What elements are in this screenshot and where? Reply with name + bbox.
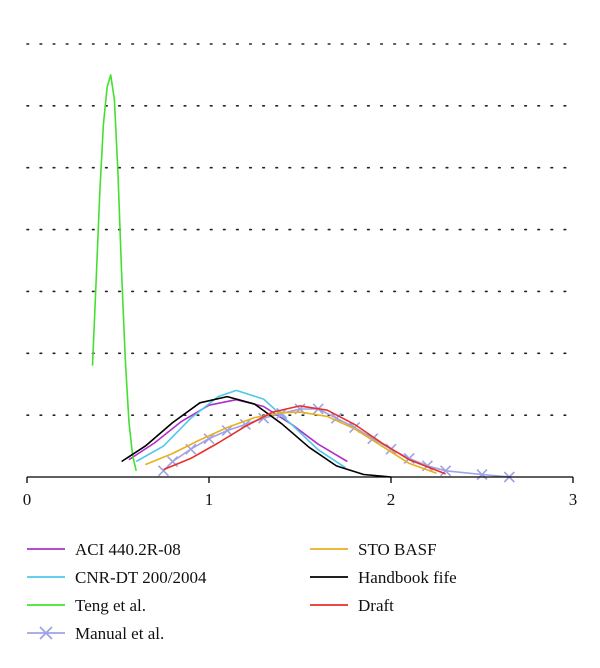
marker-manual-et-al xyxy=(440,465,452,477)
x-tick-label: 2 xyxy=(387,490,396,509)
legend-label-teng-et-al: Teng et al. xyxy=(75,596,146,615)
legend-label-draft: Draft xyxy=(358,596,394,615)
series-line-sto-basf xyxy=(144,411,437,475)
marker-manual-et-al xyxy=(221,425,233,437)
series-line-teng-et-al xyxy=(91,74,137,471)
legend: ACI 440.2R-08 CNR-DT 200/2004 Teng et al. M… xyxy=(27,540,457,643)
gridlines xyxy=(26,43,574,416)
x-axis: 0 1 2 3 xyxy=(23,476,578,509)
legend-label-cnr-dt-200-2004: CNR-DT 200/2004 xyxy=(75,568,207,587)
x-tick-label: 1 xyxy=(205,490,214,509)
marker-manual-et-al xyxy=(203,433,215,445)
series-lines xyxy=(91,74,515,483)
legend-label-manual-et-al: Manual et al. xyxy=(75,624,164,643)
series-line-cnr-dt-200-2004 xyxy=(135,389,346,469)
marker-manual-et-al xyxy=(476,468,488,481)
legend-marker-manual-et-al xyxy=(39,626,53,640)
x-tick-label: 3 xyxy=(569,490,578,509)
legend-label-handbook-fife: Handbook fife xyxy=(358,568,457,587)
series-line-handbook-fife xyxy=(121,395,392,478)
x-tick-label: 0 xyxy=(23,490,32,509)
legend-label-aci-440-2r-08: ACI 440.2R-08 xyxy=(75,540,181,559)
legend-label-sto-basf: STO BASF xyxy=(358,540,437,559)
series-line-draft xyxy=(163,405,446,475)
